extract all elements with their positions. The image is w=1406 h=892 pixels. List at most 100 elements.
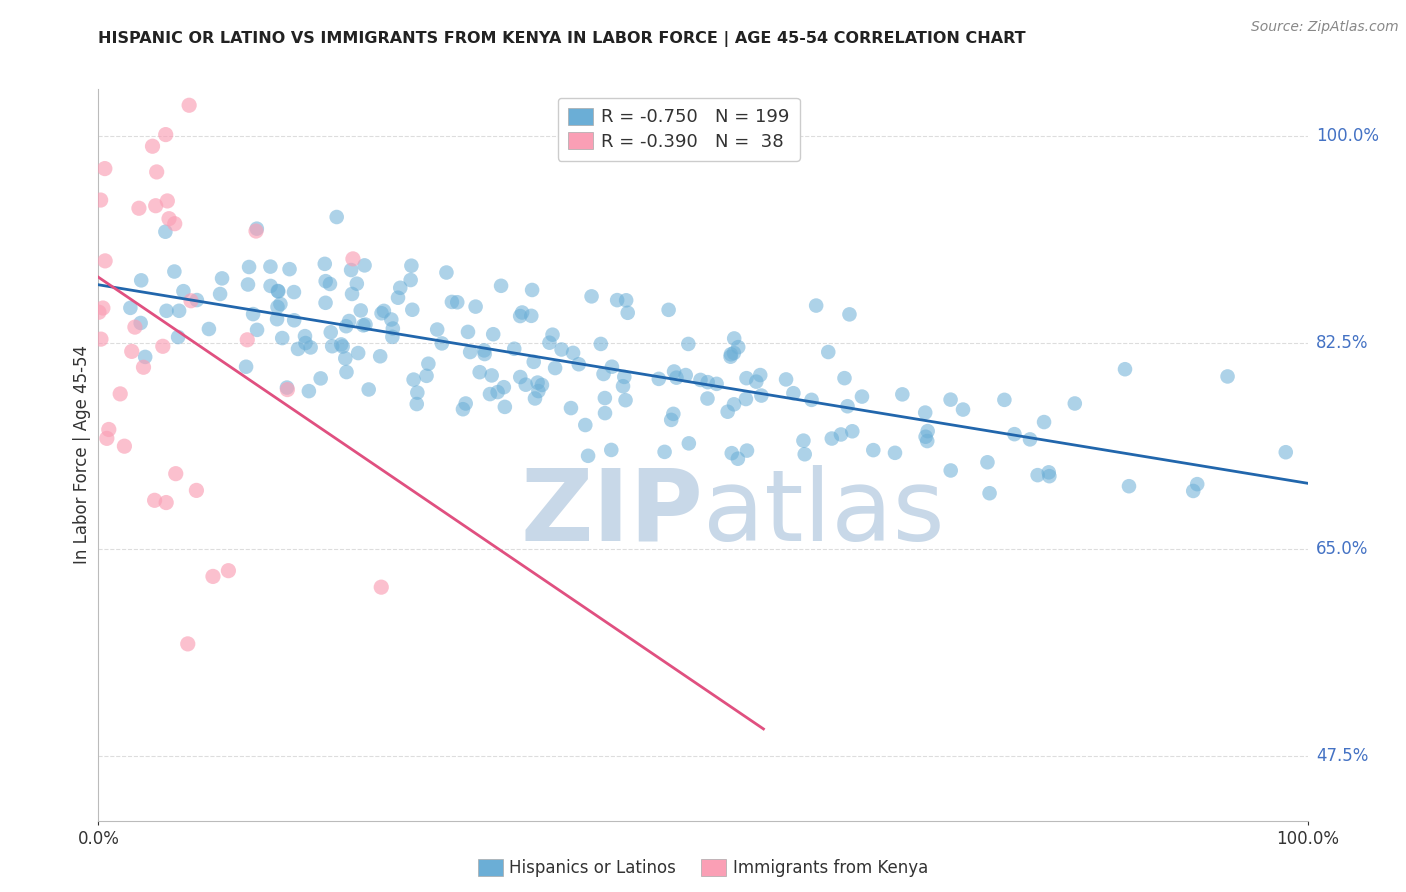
Point	[782, 386, 804, 401]
Point	[134, 350, 156, 364]
Point	[314, 257, 336, 271]
Point	[457, 325, 479, 339]
Point	[478, 387, 501, 401]
Point	[276, 381, 298, 395]
Point	[891, 387, 914, 401]
Point	[662, 364, 685, 378]
Point	[353, 259, 375, 273]
Point	[380, 312, 402, 326]
Point	[319, 277, 342, 291]
Point	[321, 339, 343, 353]
Text: 65.0%: 65.0%	[1316, 541, 1368, 558]
Point	[503, 342, 526, 356]
Point	[658, 302, 681, 317]
Point	[155, 225, 177, 239]
Point	[177, 637, 200, 651]
Point	[242, 307, 264, 321]
Point	[370, 306, 392, 320]
Point	[837, 399, 859, 413]
Point	[267, 285, 290, 299]
Point	[155, 303, 177, 318]
Point	[294, 336, 316, 351]
Point	[340, 287, 363, 301]
Point	[94, 253, 117, 268]
Point	[155, 128, 177, 142]
Point	[155, 495, 177, 509]
Point	[335, 351, 357, 366]
Point	[246, 323, 269, 337]
Point	[337, 314, 360, 328]
Point	[538, 335, 561, 350]
Point	[129, 316, 152, 330]
Point	[976, 455, 998, 469]
Point	[544, 361, 567, 376]
Point	[489, 278, 512, 293]
Point	[108, 70, 131, 85]
Point	[482, 327, 505, 342]
Point	[309, 371, 332, 385]
Point	[600, 359, 623, 374]
Point	[354, 318, 377, 332]
Point	[723, 397, 745, 411]
Point	[841, 424, 863, 438]
Point	[616, 306, 638, 320]
Point	[592, 367, 614, 381]
Point	[735, 443, 758, 458]
Point	[124, 320, 146, 334]
Point	[662, 407, 685, 421]
Point	[440, 294, 463, 309]
Point	[614, 393, 637, 408]
Point	[90, 70, 112, 85]
Point	[735, 392, 758, 406]
Point	[120, 301, 142, 315]
Point	[91, 301, 114, 315]
Point	[1033, 415, 1056, 429]
Point	[167, 303, 190, 318]
Point	[1004, 427, 1026, 442]
Point	[90, 332, 112, 346]
Point	[939, 463, 962, 477]
Point	[298, 384, 321, 398]
Point	[1187, 477, 1209, 491]
Point	[152, 339, 174, 353]
Point	[654, 445, 676, 459]
Point	[267, 284, 290, 298]
Point	[90, 193, 112, 207]
Point	[486, 385, 509, 400]
Point	[1114, 362, 1136, 376]
Point	[914, 406, 936, 420]
Point	[399, 273, 422, 287]
Point	[648, 372, 671, 386]
Point	[172, 284, 194, 298]
Point	[678, 337, 700, 351]
Text: Source: ZipAtlas.com: Source: ZipAtlas.com	[1251, 20, 1399, 34]
Point	[745, 375, 768, 389]
Point	[614, 293, 637, 308]
Point	[1038, 469, 1060, 483]
Point	[830, 427, 852, 442]
Point	[381, 321, 404, 335]
Point	[128, 201, 150, 215]
Point	[179, 98, 201, 112]
Point	[108, 387, 131, 401]
Point	[352, 318, 374, 333]
Point	[717, 405, 740, 419]
Point	[217, 564, 239, 578]
Text: 82.5%: 82.5%	[1316, 334, 1368, 351]
Point	[402, 373, 425, 387]
Point	[446, 295, 468, 310]
Point	[315, 295, 337, 310]
Point	[342, 252, 364, 266]
Point	[1216, 369, 1239, 384]
Point	[520, 283, 543, 297]
Point	[696, 375, 718, 389]
Point	[509, 370, 531, 384]
Point	[665, 370, 688, 384]
Point	[167, 330, 190, 344]
Point	[283, 285, 305, 299]
Point	[276, 383, 298, 397]
Point	[454, 396, 477, 410]
Point	[373, 304, 395, 318]
Point	[474, 347, 496, 361]
Point	[834, 371, 856, 385]
